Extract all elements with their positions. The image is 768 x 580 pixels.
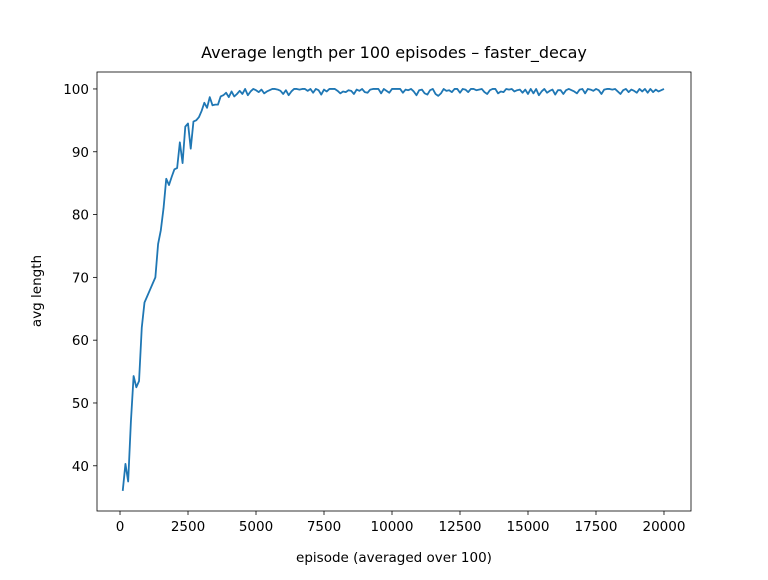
- chart-title: Average length per 100 episodes – faster…: [201, 43, 587, 63]
- y-tick-label: 70: [72, 270, 89, 286]
- y-tick-label: 60: [72, 333, 89, 349]
- x-tick-label: 7500: [307, 519, 341, 535]
- data-line: [121, 88, 665, 491]
- y-axis-label: avg length: [29, 255, 45, 327]
- y-tick-label: 40: [72, 459, 89, 475]
- y-tick-label: 50: [72, 396, 89, 412]
- x-tick-label: 0: [116, 519, 125, 535]
- x-tick-label: 5000: [239, 519, 273, 535]
- x-tick-label: 15000: [507, 519, 550, 535]
- x-tick-label: 17500: [575, 519, 618, 535]
- x-tick-label: 20000: [643, 519, 686, 535]
- x-tick-label: 10000: [371, 519, 414, 535]
- y-tick-label: 100: [63, 82, 89, 98]
- x-axis-label: episode (averaged over 100): [296, 550, 492, 566]
- y-tick-label: 90: [72, 145, 89, 161]
- plot-frame: [96, 71, 692, 512]
- x-tick-label: 2500: [171, 519, 205, 535]
- x-tick-label: 12500: [439, 519, 482, 535]
- y-tick-label: 80: [72, 208, 89, 224]
